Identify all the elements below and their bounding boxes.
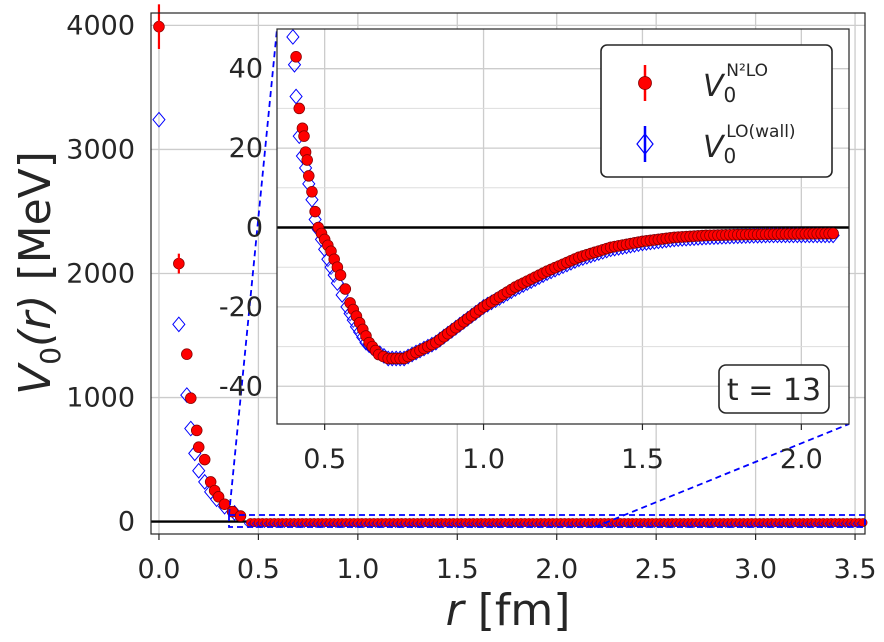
y-tick-label: 40	[229, 54, 263, 85]
legend-box	[600, 44, 833, 178]
x-tick-label: 3.5	[834, 554, 877, 585]
x-tick-label: 3.0	[734, 554, 777, 585]
x-axis-label: r [fm]	[446, 585, 571, 636]
time-annotation-box	[718, 364, 830, 414]
x-axis-label-unit: [fm]	[478, 585, 571, 636]
data-point-n2lo	[827, 227, 839, 240]
data-point-n2lo	[334, 269, 347, 281]
zoom-region-box	[228, 514, 866, 528]
data-point-lo-wall	[192, 462, 206, 479]
x-tick-label: 1.5	[436, 554, 479, 585]
inset-tick-labels: 0.5 1.0 1.5 2.0 40 20 0 -20 -40	[219, 54, 823, 475]
y-axis-label-unit: [MeV]	[10, 151, 61, 280]
data-point-n2lo	[293, 102, 305, 115]
y-axis-label: V0(r) [MeV]	[10, 151, 67, 395]
legend: V0N²LO V0LO(wall)	[600, 44, 833, 178]
y-tick-label: 1000	[66, 383, 135, 414]
tail-point-n2lo	[858, 518, 868, 528]
y-tick-label: 0	[118, 507, 135, 538]
legend-n2lo-sup: N²LO	[726, 61, 768, 81]
zoom-connector-left	[228, 28, 278, 516]
time-annotation-text: t = 13	[727, 373, 821, 408]
x-tick-label: 2.0	[535, 554, 578, 585]
data-point-n2lo	[190, 424, 203, 437]
zoom-connectors	[228, 28, 866, 528]
y-tick-label: -40	[219, 371, 263, 402]
x-axis-label-var: r	[446, 585, 467, 636]
y-tick-label: -20	[219, 292, 263, 323]
x-tick-label: 2.5	[635, 554, 678, 585]
x-tick-label: 0.0	[137, 554, 180, 585]
data-point-lo-wall	[286, 28, 300, 45]
data-point-n2lo	[339, 283, 352, 295]
y-axis-label-sub: 0	[34, 347, 67, 365]
inset-data-points	[277, 28, 849, 367]
zoom-connector-right	[594, 423, 850, 528]
inset-plot-frame	[276, 28, 850, 425]
legend-n2lo-sub: 0	[724, 83, 737, 107]
data-point-n2lo	[234, 510, 247, 522]
data-point-n2lo	[290, 51, 302, 63]
y-tick-label: 2000	[66, 259, 135, 290]
time-annotation: t = 13	[718, 364, 830, 414]
legend-marker-lo-wall	[636, 126, 654, 162]
data-point-lo-wall	[172, 316, 186, 333]
x-tick-label: 1.5	[621, 444, 664, 475]
main-plot-frame	[150, 12, 866, 535]
data-point-n2lo	[212, 491, 225, 503]
data-point-n2lo	[185, 392, 197, 404]
x-tick-label: 1.0	[462, 444, 505, 475]
y-tick-label: 20	[229, 133, 263, 164]
data-point-n2lo	[309, 205, 321, 218]
x-tick-label: 0.5	[237, 554, 280, 585]
legend-lo-sup: LO(wall)	[726, 122, 795, 142]
legend-label-n2lo: V0N²LO	[703, 61, 768, 107]
y-tick-label: 4000	[66, 10, 135, 41]
data-point-lo-wall	[287, 56, 302, 73]
y-axis-label-arg: (r)	[10, 295, 61, 347]
x-tick-label: 1.0	[336, 554, 379, 585]
data-point-lo-wall	[152, 111, 166, 128]
legend-lo-base: V	[703, 130, 726, 165]
legend-marker-n2lo	[638, 65, 652, 101]
data-point-n2lo	[198, 453, 211, 466]
y-tick-label: 0	[246, 212, 263, 243]
x-tick-label: 2.0	[780, 444, 823, 475]
legend-label-lo-wall: V0LO(wall)	[703, 122, 796, 168]
data-point-n2lo	[306, 186, 318, 198]
data-point-n2lo	[181, 348, 193, 360]
legend-lo-sub: 0	[724, 144, 737, 168]
legend-n2lo-base: V	[703, 69, 726, 104]
y-tick-label: 3000	[66, 134, 135, 165]
data-point-n2lo	[298, 130, 310, 142]
y-axis-label-var: V	[10, 362, 61, 395]
main-tick-labels: 0.0 0.5 1.0 1.5 2.0 2.5 3.0 3.50100020003000400…	[66, 10, 876, 585]
x-tick-label: 0.5	[303, 444, 346, 475]
data-point-n2lo	[301, 154, 313, 166]
data-point-n2lo	[192, 441, 205, 453]
data-point-n2lo	[303, 170, 315, 182]
